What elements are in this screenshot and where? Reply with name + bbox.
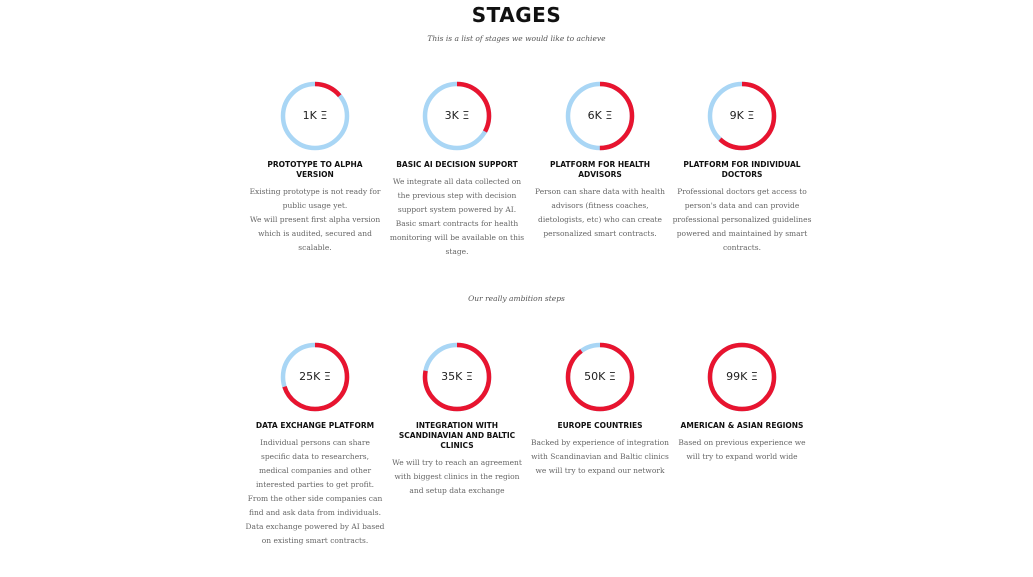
stage-name: PROTOTYPE TO ALPHA VERSION [267,160,363,179]
progress-ring-fill [565,342,635,412]
progress-ring-fill [422,81,492,151]
stage-name: EUROPE COUNTRIES [557,421,643,430]
stage-card: 25K Ξ DATA EXCHANGE PLATFORM Individual pe… [245,340,385,548]
stage-card: 6K Ξ PLATFORM FOR HEALTH ADVISORS Person c… [530,79,670,241]
stage-name: DATA EXCHANGE PLATFORM [255,421,375,430]
stage-amount: 1K Ξ [302,109,328,122]
stage-card: 50K Ξ EUROPE COUNTRIES Backed by experienc… [530,340,670,478]
stage-amount: 9K Ξ [729,109,755,122]
stage-card: 9K Ξ PLATFORM FOR INDIVIDUAL DOCTORS Profe… [672,79,812,255]
stage-card: 99K Ξ AMERICAN & ASIAN REGIONS Based on pr… [672,340,812,464]
page-title: STAGES [471,3,562,27]
progress-ring-fill [707,81,777,151]
stage-amount: 6K Ξ [587,109,613,122]
stage-description: Based on previous experience we will try… [678,438,806,461]
progress-ring: 3K Ξ [420,79,494,153]
progress-ring: 25K Ξ [278,340,352,414]
stage-name: PLATFORM FOR INDIVIDUAL DOCTORS [683,160,801,179]
stage-name: BASIC AI DECISION SUPPORT [396,160,518,169]
stage-amount: 25K Ξ [299,370,331,383]
progress-ring-fill [707,342,777,412]
stage-name: PLATFORM FOR HEALTH ADVISORS [550,160,650,179]
stage-name: INTEGRATION WITH SCANDINAVIAN AND BALTIC… [398,421,516,450]
stage-card: 1K Ξ PROTOTYPE TO ALPHA VERSION Existing p… [245,79,385,255]
progress-ring-fill [565,81,635,151]
ambition-section-label: Our really ambition steps [468,294,565,303]
progress-ring: 6K Ξ [563,79,637,153]
stage-description: Existing prototype is not ready for publ… [249,187,381,252]
stage-description: Backed by experience of integration with… [531,438,669,475]
progress-ring: 9K Ξ [705,79,779,153]
progress-ring: 50K Ξ [563,340,637,414]
progress-ring: 35K Ξ [420,340,494,414]
progress-ring: 99K Ξ [705,340,779,414]
stage-amount: 3K Ξ [444,109,470,122]
stage-description: Person can share data with health adviso… [535,187,665,238]
stage-name: AMERICAN & ASIAN REGIONS [680,421,804,430]
page-subtitle: This is a list of stages we would like t… [427,34,606,43]
stage-description: We integrate all data collected on the p… [389,177,525,256]
stage-card: 35K Ξ INTEGRATION WITH SCANDINAVIAN AND B… [387,340,527,498]
stage-amount: 35K Ξ [441,370,473,383]
stage-description: Professional doctors get access to perso… [672,187,812,252]
progress-ring: 1K Ξ [278,79,352,153]
stage-amount: 99K Ξ [726,370,758,383]
progress-ring-fill [422,342,492,412]
progress-ring-fill [280,342,350,412]
stage-card: 3K Ξ BASIC AI DECISION SUPPORT We integrat… [387,79,527,259]
stage-amount: 50K Ξ [584,370,616,383]
stage-description: We will try to reach an agreement with b… [392,458,522,495]
progress-ring-fill [280,81,350,151]
stage-description: Individual persons can share specific da… [245,438,385,545]
